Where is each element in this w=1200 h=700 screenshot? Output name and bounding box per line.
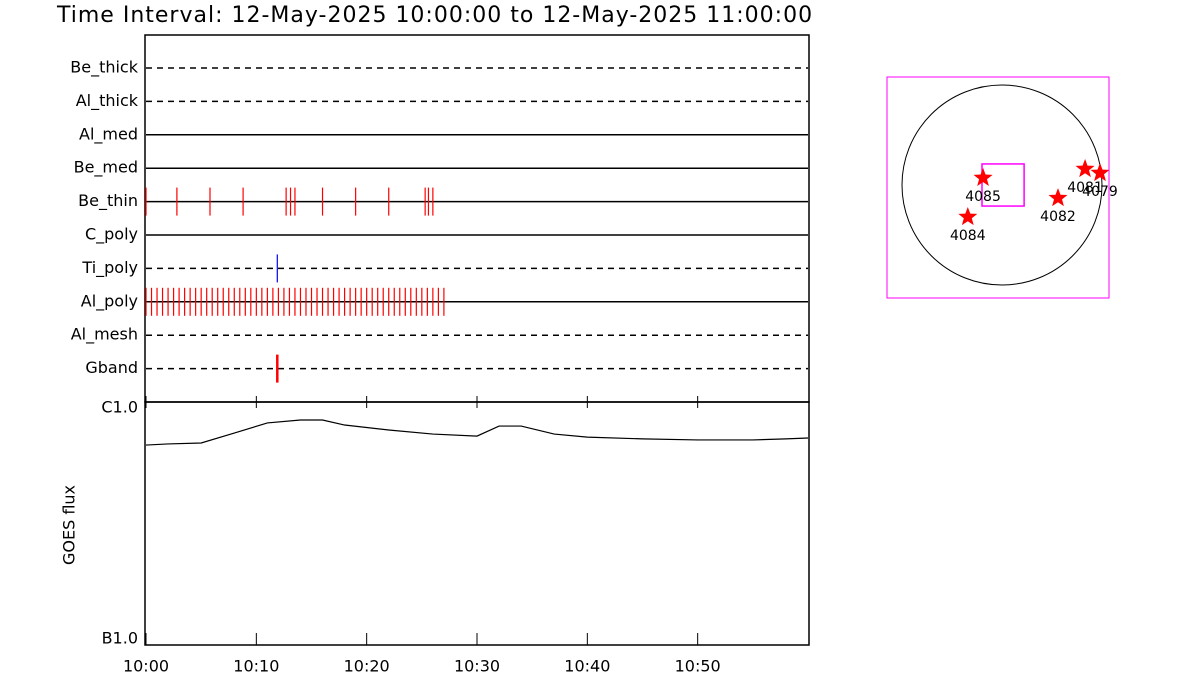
x-tick-label: 10:40 <box>564 657 610 676</box>
region-star <box>1090 163 1110 182</box>
x-tick-label: 10:30 <box>454 657 500 676</box>
y-axis-label: GOES flux <box>60 485 79 565</box>
row-label: Be_med <box>74 158 138 178</box>
region-label: 4082 <box>1040 209 1076 225</box>
goes-curve <box>145 419 809 446</box>
region-label: 4079 <box>1082 184 1118 200</box>
x-tick-label: 10:20 <box>344 657 390 676</box>
row-label: Gband <box>85 358 138 377</box>
row-label: Be_thick <box>70 58 138 78</box>
row-label: Be_thin <box>78 191 138 211</box>
region-label: 4081 <box>1067 180 1103 196</box>
region-label: 4085 <box>965 189 1001 205</box>
row-label: Al_mesh <box>71 325 138 345</box>
solar-disk <box>901 84 1103 286</box>
region-star <box>1048 188 1068 207</box>
x-tick-label: 10:10 <box>233 657 279 676</box>
row-label: Al_med <box>79 124 138 144</box>
region-star <box>973 167 993 186</box>
y-tick-label: C1.0 <box>101 398 138 417</box>
x-tick-label: 10:50 <box>675 657 721 676</box>
map-frame <box>886 76 1110 299</box>
region-star <box>1075 159 1095 178</box>
x-tick-label: 10:00 <box>123 657 169 676</box>
row-label: Al_poly <box>81 291 138 311</box>
row-label: Ti_poly <box>81 258 138 278</box>
row-label: C_poly <box>85 225 138 245</box>
fov-box <box>981 163 1025 207</box>
row-label: Al_thick <box>76 91 139 111</box>
region-star <box>958 207 978 226</box>
y-tick-label: B1.0 <box>102 629 138 648</box>
region-label: 4084 <box>950 228 986 244</box>
chart-title: Time Interval: 12-May-2025 10:00:00 to 1… <box>56 3 813 28</box>
